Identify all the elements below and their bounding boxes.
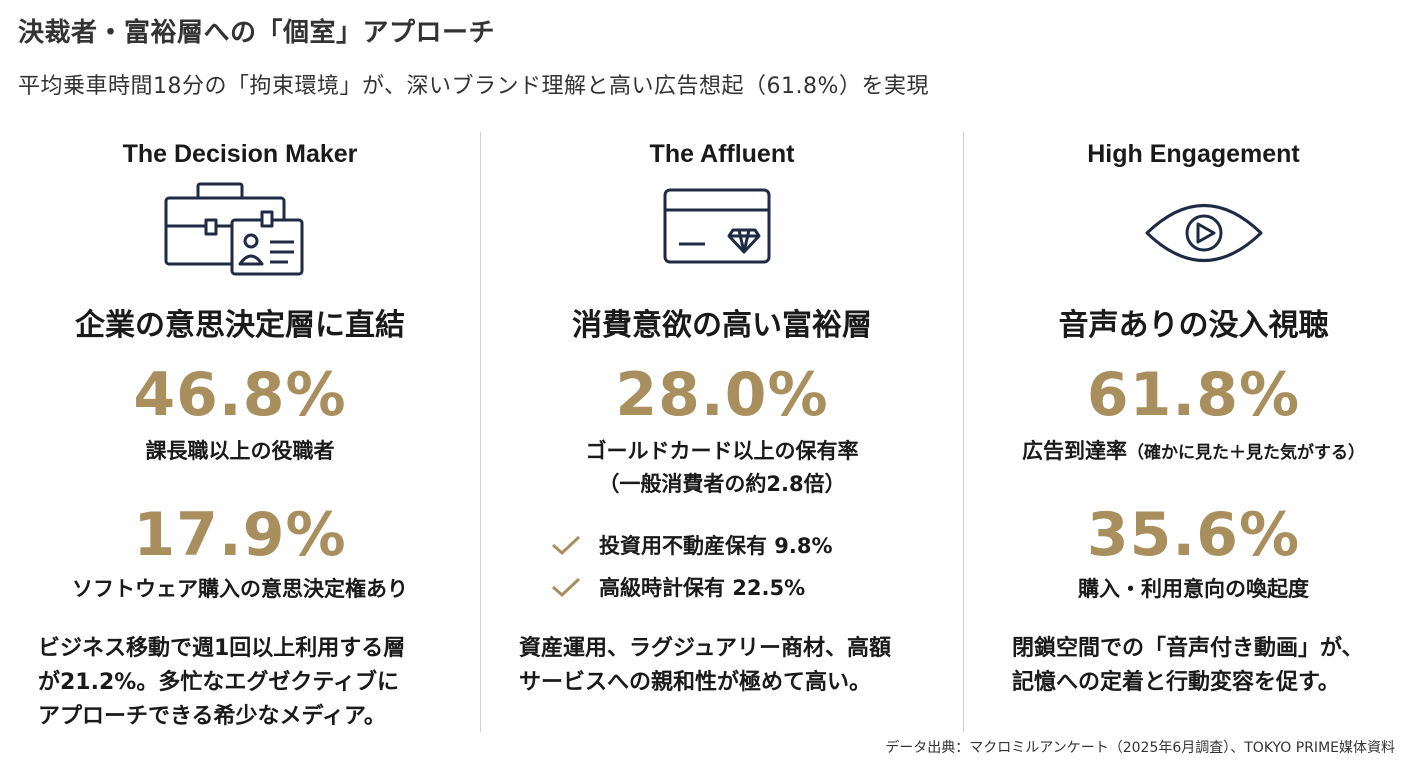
eye-play-icon (1144, 202, 1264, 268)
column-heading: High Engagement (1087, 140, 1300, 168)
checkmark-icon (552, 577, 581, 598)
description-line: アプローチできる希少なメディア。 (38, 704, 386, 729)
stat-label: 広告到達率（確かに見た＋見た気がする） (964, 435, 1423, 465)
description-line: 閉鎖空間での「音声付き動画」が、 (1012, 636, 1364, 661)
source-footnote: データ出典：マクロミルアンケート（2025年6月調査）、TOKYO PRIME媒… (885, 740, 1395, 756)
stat-label: ソフトウェア購入の意思決定権あり (72, 577, 408, 601)
description-line: が21.2%。多忙なエグゼクティブに (38, 670, 400, 695)
credit-card-diamond-icon (663, 188, 773, 272)
stat-value: 28.0% (615, 360, 829, 430)
description-line: ビジネス移動で週1回以上利用する層 (38, 636, 406, 661)
description-line: サービスへの親和性が極めて高い。 (519, 670, 872, 695)
stat-sublabel: （一般消費者の約2.8倍） (598, 472, 846, 496)
affluent-column: The Affluent 消費意欲の高い富裕層 28.0% ゴールドカード以上の… (481, 130, 963, 740)
stat-label-note: （確かに見た＋見た気がする） (1127, 443, 1365, 463)
check-item-label: 高級時計保有 22.5% (599, 576, 806, 600)
decision-maker-column: The Decision Maker 企業の意思決定層に直結 46.8% 課長職… (0, 130, 480, 740)
column-headline: 消費意欲の高い富裕層 (572, 308, 872, 343)
check-item: 投資用不動産保有 9.8% (551, 530, 833, 560)
description-line: 資産運用、ラグジュアリー商材、高額 (519, 636, 892, 661)
column-heading: The Affluent (649, 140, 795, 168)
column-description: 閉鎖空間での「音声付き動画」が、 記憶への定着と行動変容を促す。 (1012, 632, 1413, 700)
column-divider (963, 132, 964, 732)
page-title: 決裁者・富裕層への「個室」アプローチ (18, 18, 496, 48)
checkmark-icon (552, 535, 581, 556)
stat-value: 17.9% (133, 500, 347, 570)
column-headline: 音声ありの没入視聴 (1058, 308, 1329, 343)
stat-label: 課長職以上の役職者 (145, 439, 335, 463)
check-item: 高級時計保有 22.5% (551, 572, 805, 602)
stat-label: ゴールドカード以上の保有率 (585, 439, 859, 463)
stat-label-text: 広告到達率 (1022, 439, 1127, 463)
check-item-label: 投資用不動産保有 9.8% (599, 534, 833, 558)
page-subtitle: 平均乗車時間18分の「拘束環境」が、深いブランド理解と高い広告想起（61.8%）… (18, 74, 929, 99)
stat-value: 35.6% (1086, 500, 1301, 570)
column-description: ビジネス移動で週1回以上利用する層 が21.2%。多忙なエグゼクティブに アプロ… (38, 632, 470, 734)
briefcase-id-card-icon (164, 182, 304, 281)
column-divider (480, 132, 481, 732)
stat-value: 46.8% (133, 360, 347, 430)
column-headline: 企業の意思決定層に直結 (75, 308, 405, 343)
stat-value: 61.8% (1086, 360, 1301, 430)
stat-label: 購入・利用意向の喚起度 (1078, 577, 1309, 601)
high-engagement-column: High Engagement 音声ありの没入視聴 61.8% 広告到達率（確か… (964, 130, 1423, 740)
column-heading: The Decision Maker (122, 140, 358, 168)
description-line: 記憶への定着と行動変容を促す。 (1012, 670, 1340, 695)
column-description: 資産運用、ラグジュアリー商材、高額 サービスへの親和性が極めて高い。 (519, 632, 953, 700)
